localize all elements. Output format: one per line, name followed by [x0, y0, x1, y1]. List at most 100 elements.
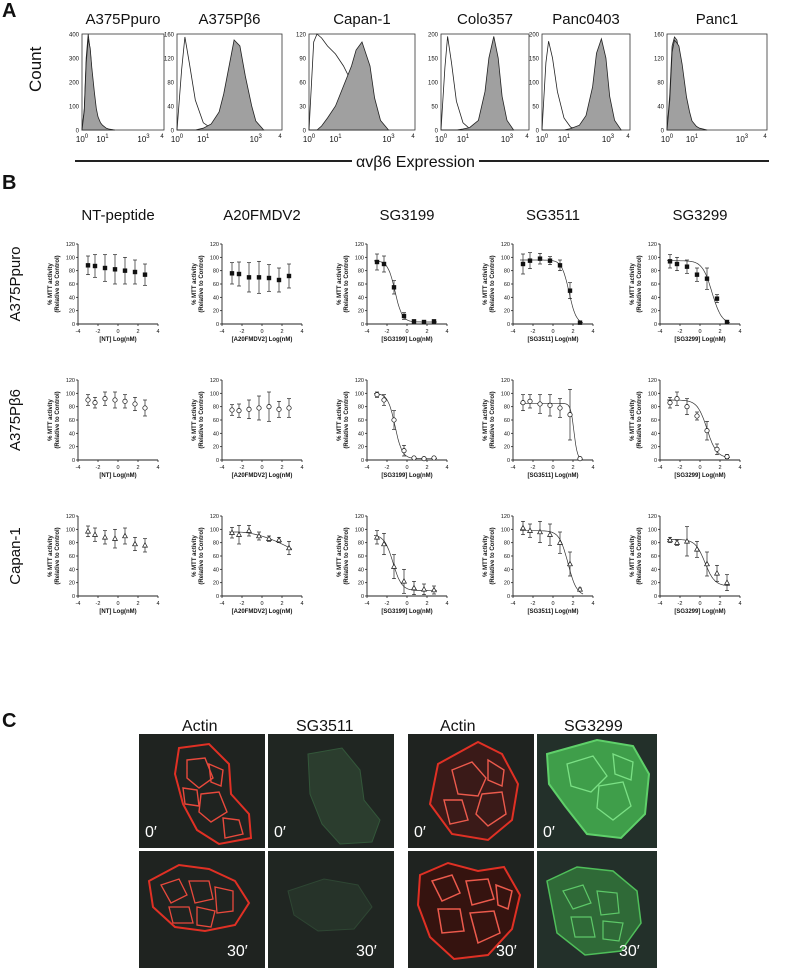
actin-cell-cluster	[416, 861, 522, 961]
histogram-y-tick: 120	[164, 57, 175, 63]
mtt-x-label: [SG3199] Log(nM)	[381, 609, 432, 615]
mtt-data-point	[266, 404, 272, 410]
mtt-x-tick-label: 4	[445, 329, 448, 335]
timepoint-label: 30′	[227, 943, 248, 960]
mtt-y-label: (Relative to Control)	[199, 391, 205, 448]
mtt-y-tick-label: 0	[216, 458, 219, 464]
histogram-stained-trace	[81, 38, 115, 131]
mtt-y-tick-label: 40	[69, 295, 75, 301]
mtt-y-label: (Relative to Control)	[637, 255, 643, 312]
mtt-x-tick-label: 0	[405, 601, 408, 607]
mtt-x-label: [SG3511] Log(nM)	[527, 609, 578, 615]
mtt-data-point	[684, 264, 690, 269]
mtt-y-tick-label: 80	[504, 541, 510, 547]
mtt-data-point	[431, 455, 437, 461]
mtt-x-tick-label: 2	[571, 465, 574, 471]
mtt-y-tick-label: 60	[213, 554, 219, 560]
mtt-data-point	[102, 534, 108, 540]
mtt-y-tick-label: 80	[358, 405, 364, 411]
mtt-x-tick-label: 4	[300, 465, 303, 471]
mtt-data-point	[421, 456, 427, 462]
mtt-data-point	[246, 527, 252, 533]
mtt-data-point	[714, 570, 720, 576]
mtt-y-tick-label: 20	[213, 581, 219, 587]
mtt-data-point	[374, 392, 380, 398]
mtt-y-tick-label: 0	[361, 458, 364, 464]
mtt-data-point	[256, 532, 262, 539]
micrograph-sg3299-30min: 30′	[537, 851, 657, 968]
mtt-x-tick-label: -4	[365, 465, 370, 471]
mtt-data-point	[684, 404, 690, 410]
mtt-y-tick-label: 60	[213, 282, 219, 288]
mtt-data-point	[102, 265, 108, 271]
mtt-x-tick-label: 0	[116, 601, 119, 607]
mtt-plot: 0 20 40 60 80 100 120 -4 -2 0 2 4 % MTT activity (Rel…	[48, 514, 160, 615]
mtt-y-label: (Relative to Control)	[490, 391, 496, 448]
mtt-x-tick-label: 2	[425, 601, 428, 607]
mtt-y-label: % MTT activity	[630, 399, 636, 441]
histogram-x-tick: 100	[661, 134, 674, 144]
mtt-y-label: (Relative to Control)	[344, 391, 350, 448]
mtt-y-label: (Relative to Control)	[490, 255, 496, 312]
mtt-data-point	[520, 261, 526, 267]
mtt-data-point	[236, 531, 242, 537]
mtt-plot: 0 20 40 60 80 100 120 -4 -2 0 2 4 % MTT activity (Rel…	[337, 242, 449, 343]
mtt-y-tick-label: 100	[210, 255, 219, 261]
mtt-data-point	[431, 319, 437, 324]
mtt-plot: 0 20 40 60 80 100 120 -4 -2 0 2 4 % MTT activity (Rel…	[630, 242, 742, 343]
mtt-y-tick-label: 100	[66, 391, 75, 397]
mtt-y-tick-label: 20	[504, 581, 510, 587]
mtt-fit-curve	[520, 259, 584, 324]
mtt-plot: 0 20 40 60 80 100 120 -4 -2 0 2 4 % MTT activity (Rel…	[192, 378, 304, 479]
mtt-y-label: (Relative to Control)	[55, 527, 61, 584]
panel-a-expression-label: αvβ6 Expression	[352, 154, 479, 172]
histogram-y-tick: 0	[171, 129, 175, 135]
mtt-y-tick-label: 60	[504, 282, 510, 288]
mtt-x-tick-label: 4	[156, 601, 159, 607]
mtt-column-title: SG3299	[672, 207, 727, 224]
mtt-x-tick-label: 4	[445, 601, 448, 607]
mtt-x-tick-label: -2	[531, 601, 536, 607]
micrograph-sg3511-0min: 0′	[268, 734, 394, 848]
mtt-y-label: (Relative to Control)	[55, 391, 61, 448]
mtt-y-label: (Relative to Control)	[490, 527, 496, 584]
mtt-x-tick-label: 2	[136, 601, 139, 607]
mtt-x-tick-label: -2	[240, 465, 245, 471]
mtt-y-tick-label: 80	[69, 269, 75, 275]
histogram-y-tick: 0	[536, 129, 540, 135]
mtt-y-tick-label: 60	[651, 554, 657, 560]
mtt-y-label: % MTT activity	[192, 263, 198, 305]
histogram-title: Capan-1	[333, 11, 391, 28]
timepoint-label: 30′	[356, 943, 377, 960]
mtt-data-point	[122, 268, 128, 273]
mtt-x-tick-label: 2	[425, 329, 428, 335]
mtt-data-point	[236, 408, 242, 414]
histogram-y-tick: 200	[69, 81, 80, 87]
mtt-plot: 0 20 40 60 80 100 120 -4 -2 0 2 4 % MTT activity (Rel…	[48, 378, 160, 479]
timepoint-label: 0′	[543, 824, 555, 841]
mtt-y-tick-label: 100	[648, 255, 657, 261]
mtt-y-tick-label: 120	[501, 378, 510, 384]
mtt-y-label: (Relative to Control)	[344, 255, 350, 312]
mtt-y-tick-label: 60	[69, 418, 75, 424]
panel-c-label: C	[2, 710, 17, 732]
mtt-x-tick-label: 0	[116, 329, 119, 335]
histogram-x-tick: 101	[558, 134, 571, 144]
mtt-x-tick-label: 2	[718, 465, 721, 471]
mtt-data-point	[411, 455, 417, 461]
mtt-y-tick-label: 40	[358, 431, 364, 437]
mtt-data-point	[381, 397, 387, 403]
histogram-y-tick: 160	[654, 33, 665, 39]
mtt-data-point	[286, 405, 292, 411]
mtt-data-point	[286, 273, 292, 279]
mtt-y-tick-label: 60	[358, 554, 364, 560]
mtt-data-point	[577, 456, 583, 462]
mtt-x-tick-label: 4	[738, 329, 741, 335]
mtt-y-tick-label: 40	[358, 295, 364, 301]
actin-cell-cluster	[147, 863, 251, 933]
mtt-x-tick-label: 2	[280, 329, 283, 335]
histogram-stained-trace	[177, 39, 265, 131]
mtt-column-title: NT-peptide	[81, 207, 154, 224]
mtt-data-point	[537, 401, 543, 407]
